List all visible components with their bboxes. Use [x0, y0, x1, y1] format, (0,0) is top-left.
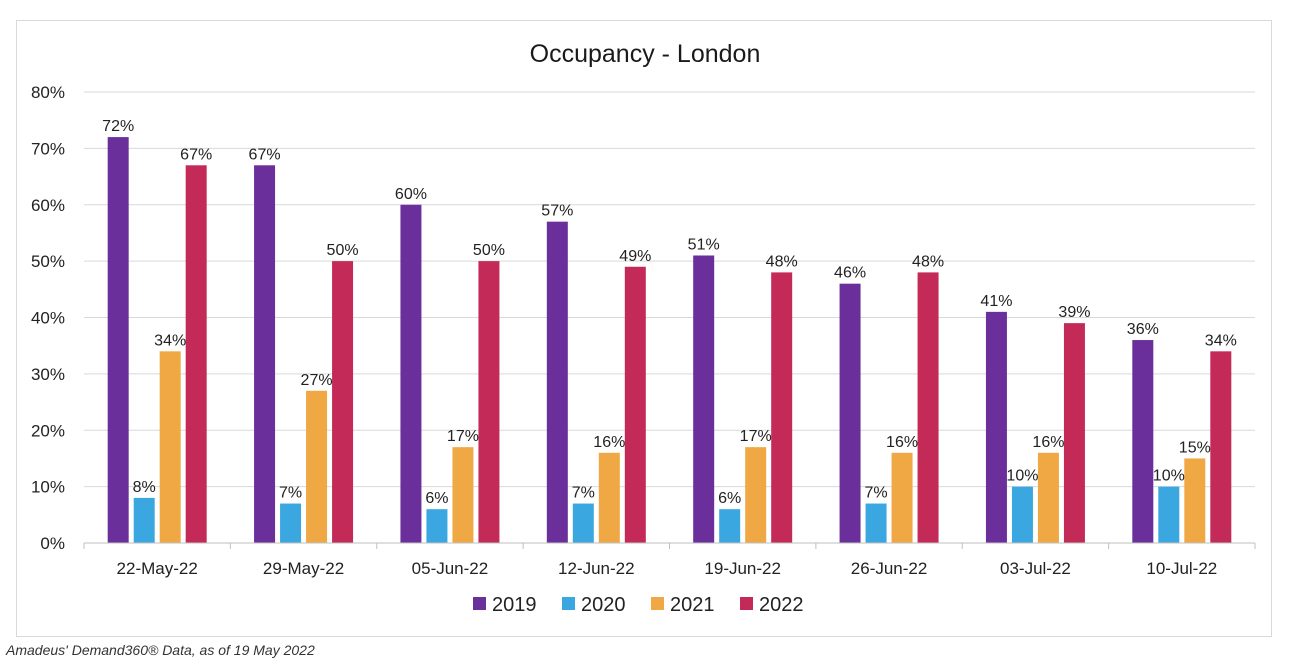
legend-label-2020: 2020 — [581, 594, 626, 616]
bar-2021-05-Jun-22 — [452, 447, 474, 543]
data-label: 34% — [1205, 332, 1237, 349]
y-tick-label: 40% — [31, 309, 65, 328]
data-label: 50% — [327, 242, 359, 259]
y-tick-label: 20% — [31, 421, 65, 440]
data-label: 15% — [1179, 439, 1211, 456]
bar-2020-22-May-22 — [133, 497, 155, 543]
bar-2022-29-May-22 — [332, 261, 354, 543]
x-tick-label: 12-Jun-22 — [558, 559, 635, 578]
data-label: 6% — [425, 490, 448, 507]
y-tick-label: 60% — [31, 196, 65, 215]
data-label: 16% — [593, 434, 625, 451]
x-tick-label: 29-May-22 — [263, 559, 344, 578]
x-tick-label: 05-Jun-22 — [412, 559, 489, 578]
y-axis: 0% 10% 20% 30% 40% 50% 60% 70% 80% — [31, 83, 65, 553]
source-note: Amadeus' Demand360® Data, as of 19 May 2… — [6, 642, 315, 658]
bar-2022-12-Jun-22 — [624, 266, 646, 543]
bar-2020-12-Jun-22 — [572, 503, 594, 543]
data-label: 57% — [541, 203, 573, 220]
legend-swatch-2022 — [740, 597, 753, 610]
bar-2020-29-May-22 — [280, 503, 302, 543]
data-label: 10% — [1153, 468, 1185, 485]
legend-swatch-2021 — [651, 597, 664, 610]
data-label: 6% — [718, 490, 741, 507]
bar-2020-03-Jul-22 — [1011, 486, 1033, 543]
legend-swatch-2019 — [473, 597, 486, 610]
data-label: 10% — [1006, 468, 1038, 485]
data-label: 7% — [865, 485, 888, 502]
gridlines — [84, 91, 1255, 544]
data-label: 7% — [572, 485, 595, 502]
data-label: 17% — [740, 428, 772, 445]
legend-label-2021: 2021 — [670, 594, 715, 616]
data-label: 17% — [447, 428, 479, 445]
y-tick-label: 70% — [31, 139, 65, 158]
x-tick-label: 26-Jun-22 — [851, 559, 928, 578]
bar-2021-26-Jun-22 — [891, 452, 913, 543]
data-label: 41% — [980, 293, 1012, 310]
bar-2022-22-May-22 — [185, 165, 207, 543]
data-label: 7% — [279, 485, 302, 502]
legend-label-2019: 2019 — [492, 594, 537, 616]
data-label: 34% — [154, 332, 186, 349]
y-tick-label: 0% — [40, 534, 65, 553]
x-tick-label: 10-Jul-22 — [1146, 559, 1217, 578]
data-label: 39% — [1058, 304, 1090, 321]
bar-chart: Occupancy - London 0%10%20%30%40%50%60%7… — [31, 40, 1256, 616]
bar-2020-10-Jul-22 — [1158, 486, 1180, 543]
x-tick-label: 03-Jul-22 — [1000, 559, 1071, 578]
bar-2019-29-May-22 — [254, 165, 276, 543]
data-label: 16% — [886, 434, 918, 451]
data-label: 51% — [688, 236, 720, 253]
data-label: 48% — [766, 253, 798, 270]
bar-2019-22-May-22 — [107, 137, 129, 543]
data-labels: 72% 8% 34% 67% 67% 7% 27% 50% 60% 6% 17% 50% 57% 7% 16… — [102, 118, 1237, 507]
data-label: 27% — [301, 372, 333, 389]
legend-label-2022: 2022 — [759, 594, 804, 616]
data-label: 36% — [1127, 321, 1159, 338]
data-label: 60% — [395, 186, 427, 203]
data-label: 72% — [102, 118, 134, 135]
y-tick-label: 80% — [31, 83, 65, 102]
bar-2020-19-Jun-22 — [719, 509, 741, 543]
data-label: 49% — [619, 248, 651, 265]
y-tick-label: 50% — [31, 252, 65, 271]
bar-2021-29-May-22 — [306, 390, 328, 543]
bar-2020-26-Jun-22 — [865, 503, 887, 543]
x-axis: 22-May-22 29-May-22 05-Jun-22 12-Jun-22 19-J… — [83, 542, 1256, 578]
y-tick-label: 10% — [31, 478, 65, 497]
bar-2020-05-Jun-22 — [426, 509, 448, 543]
bar-2022-19-Jun-22 — [771, 272, 793, 543]
bar-2019-10-Jul-22 — [1132, 340, 1154, 543]
data-label: 8% — [133, 479, 156, 496]
y-tick-label: 30% — [31, 365, 65, 384]
bar-2022-10-Jul-22 — [1210, 351, 1232, 543]
data-label: 67% — [180, 146, 212, 163]
bar-2019-26-Jun-22 — [839, 283, 861, 543]
bar-2019-05-Jun-22 — [400, 204, 422, 543]
bar-2021-22-May-22 — [159, 351, 181, 543]
data-label: 67% — [249, 146, 281, 163]
data-label: 46% — [834, 265, 866, 282]
bar-2021-12-Jun-22 — [598, 452, 620, 543]
chart-title: Occupancy - London — [530, 40, 761, 68]
bar-2021-10-Jul-22 — [1184, 458, 1206, 543]
bar-2021-19-Jun-22 — [745, 447, 767, 543]
legend-swatch-2020 — [562, 597, 575, 610]
bars — [107, 137, 1232, 544]
bar-2021-03-Jul-22 — [1037, 452, 1059, 543]
data-label: 48% — [912, 253, 944, 270]
legend: 2019 2020 2021 2022 — [473, 594, 804, 616]
bar-2022-26-Jun-22 — [917, 272, 939, 543]
x-tick-label: 22-May-22 — [117, 559, 198, 578]
x-tick-label: 19-Jun-22 — [704, 559, 781, 578]
data-label: 16% — [1032, 434, 1064, 451]
bar-2022-03-Jul-22 — [1063, 323, 1085, 543]
bar-2019-19-Jun-22 — [693, 255, 715, 544]
data-label: 50% — [473, 242, 505, 259]
bar-2022-05-Jun-22 — [478, 261, 500, 543]
chart-frame: Occupancy - London 0% 10% 20% 30% 40% 50% 60% 7… — [16, 20, 1272, 637]
bar-2019-03-Jul-22 — [985, 311, 1007, 543]
bar-2019-12-Jun-22 — [546, 221, 568, 543]
